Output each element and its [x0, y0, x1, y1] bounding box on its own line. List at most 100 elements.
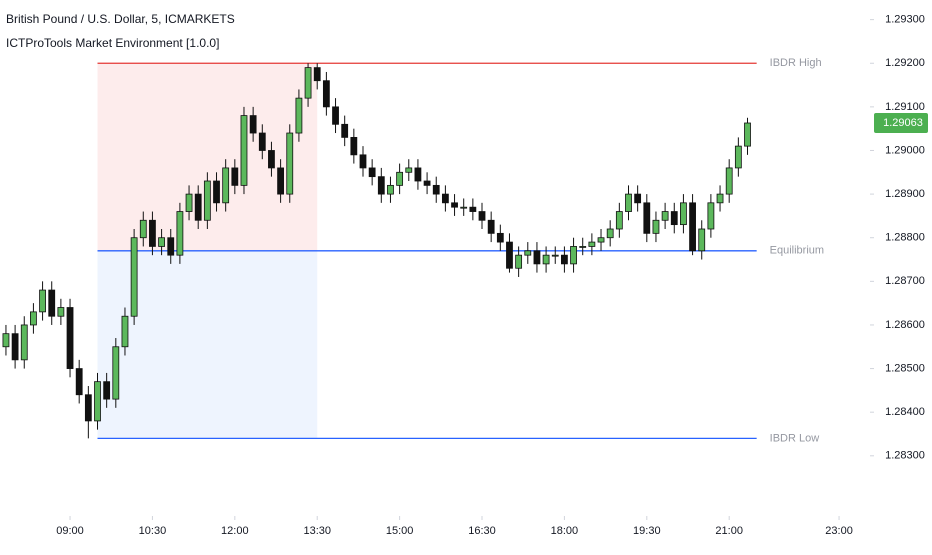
candle-body: [167, 237, 175, 256]
candle-body: [615, 211, 623, 230]
candle-body: [588, 241, 596, 247]
candle-body: [158, 237, 165, 247]
candle-body: [121, 315, 129, 348]
candle-body: [313, 67, 321, 82]
candle-body: [579, 246, 587, 248]
candle-body: [533, 250, 541, 265]
candle-body: [515, 254, 523, 269]
candle-body: [597, 237, 605, 243]
candle-body: [524, 250, 532, 256]
candle-body: [295, 97, 303, 134]
candle-body: [652, 219, 660, 234]
candle-body: [11, 333, 19, 361]
candle-body: [277, 167, 285, 195]
y-tick-label: 1.28400: [885, 406, 925, 418]
candle-body: [432, 184, 440, 195]
candle-body: [112, 346, 120, 400]
candle-body: [496, 232, 504, 243]
candle-body: [194, 193, 202, 221]
candle-body: [185, 193, 193, 212]
candle-body: [460, 206, 468, 209]
candle-body: [725, 167, 733, 195]
candle-body: [322, 80, 330, 108]
candle-body: [451, 202, 458, 208]
candle-body: [606, 228, 614, 239]
level-label: Equilibrium: [770, 245, 824, 257]
candle-body: [670, 211, 678, 226]
candle-body: [734, 145, 742, 169]
candle-body: [139, 219, 147, 239]
candle-body: [551, 254, 559, 257]
candle-body: [249, 115, 257, 134]
candle-body: [84, 394, 92, 422]
x-tick-label: 13:30: [303, 525, 331, 537]
y-tick-label: 1.29300: [885, 14, 925, 26]
candle-body: [258, 132, 266, 151]
candle-body: [48, 289, 56, 317]
candle-body: [441, 193, 449, 204]
y-tick-label: 1.29200: [885, 57, 925, 69]
x-tick-label: 21:00: [715, 525, 743, 537]
y-tick-label: 1.28700: [885, 275, 925, 287]
candle-body: [405, 167, 413, 173]
last-price-label: 1.29063: [883, 117, 923, 129]
x-tick-label: 15:00: [386, 525, 414, 537]
candle-body: [222, 167, 230, 204]
x-tick-label: 12:00: [221, 525, 249, 537]
candle-body: [103, 381, 111, 400]
candle-body: [20, 324, 28, 361]
candle-body: [213, 180, 220, 204]
x-tick-label: 09:00: [56, 525, 84, 537]
candle-body: [423, 180, 431, 186]
y-tick-label: 1.28500: [885, 362, 925, 374]
candle-body: [744, 122, 751, 147]
candle-body: [359, 154, 367, 169]
candle-body: [625, 193, 632, 212]
candle-body: [506, 241, 513, 269]
candle-body: [570, 246, 577, 265]
candle-body: [149, 219, 156, 247]
candle-body: [469, 206, 477, 212]
candle-body: [332, 106, 339, 125]
plot: 1.28300 1.28400 1.28500 1.28600 1.28700 1.288…: [2, 14, 928, 537]
x-tick-label: 10:30: [139, 525, 167, 537]
y-tick-label: 1.29100: [885, 101, 925, 113]
candle-body: [75, 368, 83, 396]
candle-body: [2, 333, 10, 348]
candle-body: [203, 180, 211, 221]
y-tick-label: 1.29000: [885, 144, 925, 156]
level-label: IBDR Low: [770, 432, 820, 444]
chart-title: British Pound / U.S. Dollar, 5, ICMARKET…: [6, 12, 235, 26]
candle-body: [57, 307, 65, 317]
level-label: IBDR High: [770, 57, 822, 69]
candle-body: [643, 202, 651, 234]
candle-body: [414, 167, 422, 182]
candle-body: [66, 307, 74, 369]
candle-body: [176, 211, 184, 256]
candle-body: [689, 202, 696, 252]
candle-body: [304, 67, 312, 99]
candle-body: [377, 176, 385, 195]
candle-body: [30, 311, 37, 326]
candle-body: [561, 254, 568, 265]
discount-zone: [97, 250, 318, 439]
candle-body: [661, 211, 669, 221]
x-tick-label: 16:30: [468, 525, 496, 537]
candle-body: [716, 193, 724, 204]
candle-body: [707, 202, 715, 230]
candle-body: [94, 381, 101, 422]
y-tick-label: 1.28600: [885, 319, 925, 331]
x-tick-label: 23:00: [825, 525, 853, 537]
x-tick-label: 19:30: [633, 525, 661, 537]
y-tick-label: 1.28900: [885, 188, 925, 200]
candle-body: [478, 211, 486, 221]
candle-body: [368, 167, 376, 178]
candle-body: [231, 167, 239, 186]
candle-body: [387, 184, 394, 195]
candle-body: [240, 115, 248, 186]
candle-body: [680, 202, 687, 226]
candle-body: [286, 132, 294, 195]
candle-body: [130, 237, 138, 317]
candle-body: [39, 289, 46, 313]
